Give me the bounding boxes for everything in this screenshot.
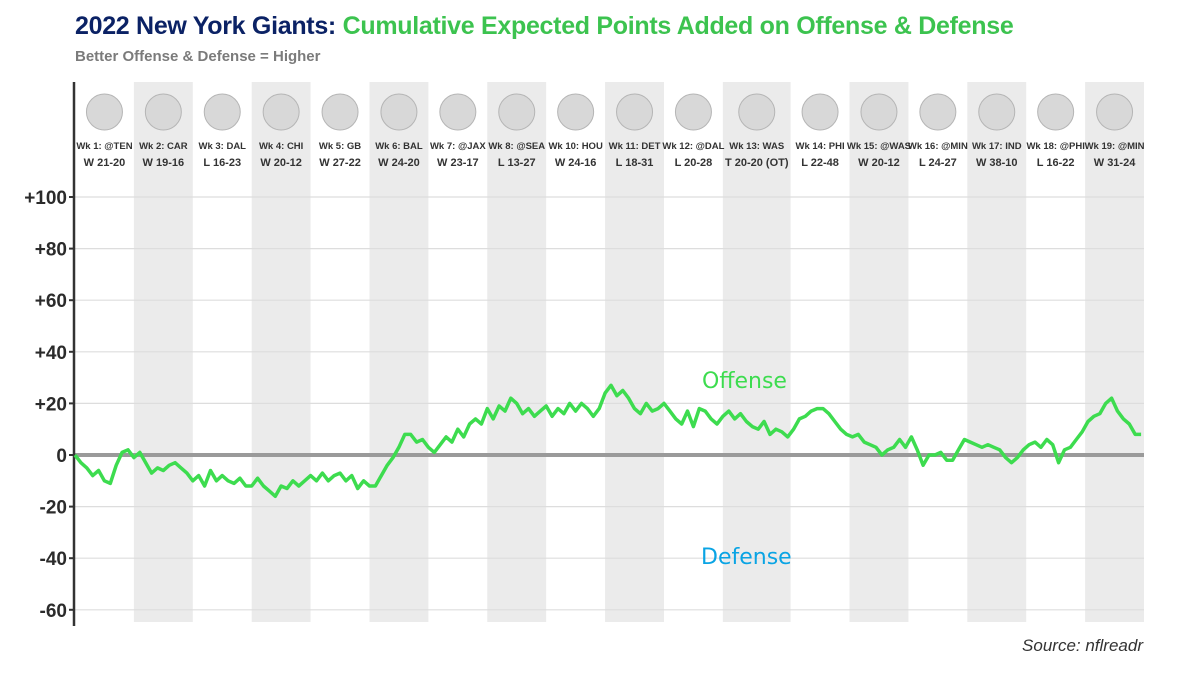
game-label: Wk 19: @MIN (1085, 141, 1145, 152)
game-header: Wk 4: CHI W 20-12 (259, 93, 303, 169)
game-label: Wk 12: @DAL (662, 141, 724, 152)
game-label: Wk 11: DET (609, 141, 661, 152)
y-tick-label: +100 (24, 188, 67, 209)
title-team: 2022 New York Giants: (75, 12, 343, 40)
game-result: L 22-48 (801, 157, 839, 169)
game-result: L 16-23 (203, 157, 241, 169)
game-header: Wk 16: @MIN L 24-27 (908, 93, 968, 169)
title-metric: Cumulative Expected Points Added on Offe… (342, 12, 1014, 40)
game-label: Wk 10: HOU (548, 141, 603, 152)
game-label: Wk 2: CAR (139, 141, 188, 152)
game-result: W 21-20 (84, 157, 126, 169)
y-tick-label: -20 (40, 498, 67, 519)
game-header: Wk 15: @WAS W 20-12 (847, 93, 911, 169)
game-header: Wk 14: PHI L 22-48 (796, 93, 845, 169)
game-result: W 24-20 (378, 157, 420, 169)
game-result: W 20-12 (858, 157, 900, 169)
y-tick-label: 0 (56, 446, 67, 467)
y-tick-label: -40 (40, 549, 67, 570)
game-header: Wk 12: @DAL L 20-28 (662, 93, 725, 169)
game-header: Wk 8: @SEA L 13-27 (488, 93, 545, 169)
y-tick-label: +20 (35, 394, 67, 415)
game-header: Wk 11: DET L 18-31 (609, 93, 661, 169)
game-result: W 31-24 (1094, 157, 1136, 169)
game-header: Wk 6: BAL W 24-20 (375, 93, 423, 169)
lions-logo-icon (616, 93, 654, 131)
game-header: Wk 5: GB W 27-22 (319, 93, 361, 169)
game-headers: Wk 1: @TEN W 21-20 Wk 2: CAR W 19-16 Wk 3: D… (76, 93, 1145, 169)
source-note: Source: nflreadr (1022, 636, 1143, 655)
vikings-logo-icon (1096, 93, 1134, 131)
y-tick-label: +60 (35, 291, 67, 312)
game-result: L 18-31 (616, 157, 654, 169)
game-header: Wk 1: @TEN W 21-20 (76, 93, 133, 169)
game-header: Wk 19: @MIN W 31-24 (1085, 93, 1145, 169)
chart-subtitle: Better Offense & Defense = Higher (75, 48, 321, 65)
game-label: Wk 14: PHI (796, 141, 845, 152)
game-result: W 38-10 (976, 157, 1018, 169)
panthers-logo-icon (144, 93, 182, 131)
seahawks-logo-icon (498, 93, 536, 131)
game-result: L 13-27 (498, 157, 536, 169)
game-header: Wk 2: CAR W 19-16 (139, 93, 188, 169)
game-result: L 20-28 (675, 157, 713, 169)
packers-logo-icon (321, 93, 359, 131)
ravens-logo-icon (380, 93, 418, 131)
game-label: Wk 4: CHI (259, 141, 303, 152)
game-label: Wk 16: @MIN (908, 141, 968, 152)
y-tick-label: +40 (35, 343, 67, 364)
game-result: W 24-16 (555, 157, 597, 169)
y-axis: +100 +80 +60 +40 +20 0 -20 -40 -60 (24, 82, 76, 626)
game-result: L 16-22 (1037, 157, 1075, 169)
game-header: Wk 13: WAS T 20-20 (OT) (725, 93, 789, 169)
game-header: Wk 7: @JAX W 23-17 (430, 93, 486, 169)
game-result: W 27-22 (319, 157, 361, 169)
game-label: Wk 13: WAS (729, 141, 784, 152)
game-result: W 23-17 (437, 157, 479, 169)
game-label: Wk 17: IND (972, 141, 1022, 152)
vikings-logo-icon (919, 93, 957, 131)
chart-title: 2022 New York Giants: Cumulative Expecte… (75, 12, 1014, 41)
titans-logo-icon (85, 93, 123, 131)
game-label: Wk 7: @JAX (430, 141, 486, 152)
series-lines (73, 383, 1142, 499)
gridlines (75, 196, 1144, 611)
commanders-logo-icon (860, 93, 898, 131)
game-label: Wk 1: @TEN (76, 141, 132, 152)
game-result: W 19-16 (143, 157, 185, 169)
defense-label: Defense (701, 545, 792, 570)
y-tick-label: -60 (40, 601, 67, 622)
game-header: Wk 18: @PHI L 16-22 (1026, 93, 1085, 169)
game-result: L 24-27 (919, 157, 957, 169)
game-label: Wk 15: @WAS (847, 141, 911, 152)
eagles-logo-icon (1037, 93, 1075, 131)
cowboys-logo-icon (203, 93, 241, 131)
offense-label: Offense (702, 369, 787, 394)
game-result: T 20-20 (OT) (725, 157, 789, 169)
eagles-logo-icon (801, 93, 839, 131)
game-label: Wk 3: DAL (198, 141, 246, 152)
bears-logo-icon (262, 93, 300, 131)
offense-line (73, 383, 1142, 499)
game-result: W 20-12 (260, 157, 302, 169)
game-header: Wk 17: IND W 38-10 (972, 93, 1022, 169)
game-label: Wk 18: @PHI (1026, 141, 1084, 152)
cowboys-logo-icon (674, 93, 712, 131)
colts-logo-icon (978, 93, 1016, 131)
game-label: Wk 8: @SEA (488, 141, 545, 152)
game-header: Wk 3: DAL L 16-23 (198, 93, 246, 169)
texans-logo-icon (557, 93, 595, 131)
jaguars-logo-icon (439, 93, 477, 131)
game-header: Wk 10: HOU W 24-16 (548, 93, 603, 169)
y-tick-label: +80 (35, 240, 67, 261)
commanders-logo-icon (738, 93, 776, 131)
game-label: Wk 5: GB (319, 141, 361, 152)
game-label: Wk 6: BAL (375, 141, 423, 152)
series-labels: Offense Defense (701, 369, 792, 570)
